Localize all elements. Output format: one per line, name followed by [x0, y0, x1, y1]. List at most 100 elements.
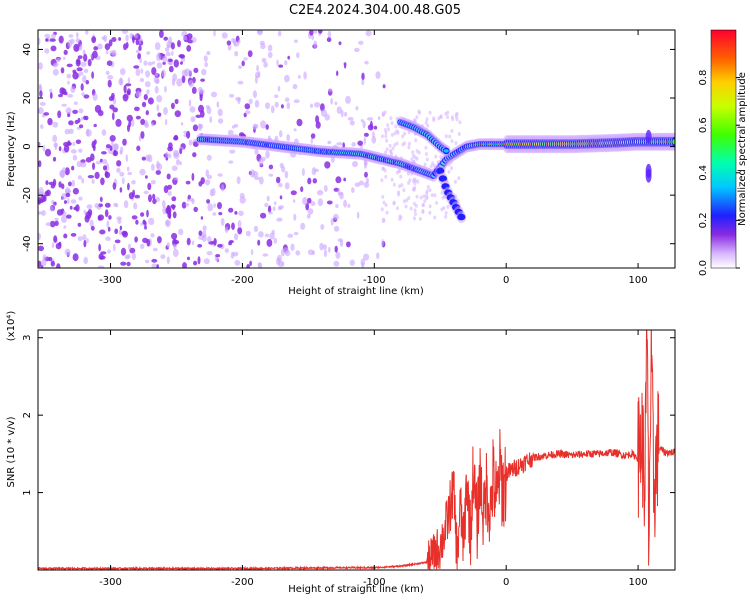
noise-speck [38, 107, 44, 115]
noise-speck [65, 192, 71, 198]
noise-speck [109, 50, 116, 56]
noise-speck [178, 228, 184, 236]
noise-speck [250, 248, 254, 256]
noise-speck [140, 131, 145, 139]
noise-speck [188, 79, 194, 88]
noise-speck [63, 144, 70, 153]
noise-speck [294, 39, 298, 43]
noise-speck [284, 97, 290, 102]
noise-speck [87, 175, 95, 179]
noise-speck [451, 117, 455, 122]
noise-speck [53, 235, 58, 243]
noise-speck [326, 200, 333, 205]
noise-speck [56, 263, 61, 268]
noise-speck [293, 213, 297, 221]
noise-speck [49, 220, 56, 228]
noise-speck [209, 116, 213, 123]
noise-speck [358, 180, 364, 186]
noise-speck [181, 69, 188, 77]
noise-speck [118, 37, 122, 41]
noise-speck [424, 152, 428, 157]
y-tick-label: 3 [22, 335, 33, 341]
noise-speck [52, 134, 58, 143]
noise-speck [166, 242, 170, 248]
noise-speck [123, 43, 128, 51]
spectrogram-x-axis-label: Height of straight line (km) [288, 286, 424, 297]
noise-speck [361, 262, 365, 268]
figure-title: C2E4.2024.304.00.48.G05 [289, 3, 461, 18]
noise-speck [392, 200, 396, 205]
noise-speck [381, 238, 384, 247]
noise-speck [249, 260, 252, 266]
noise-speck [166, 173, 171, 180]
noise-speck [197, 256, 201, 265]
noise-speck [263, 61, 268, 68]
noise-speck [313, 40, 318, 49]
noise-speck [268, 173, 274, 177]
noise-speck [143, 190, 149, 195]
noise-speck [454, 141, 458, 146]
noise-speck [320, 224, 325, 230]
x-tick-label: -100 [363, 275, 386, 286]
noise-speck [343, 199, 348, 208]
noise-speck [203, 258, 210, 265]
noise-speck [138, 135, 142, 142]
noise-speck [112, 107, 118, 113]
noise-speck [228, 160, 234, 164]
noise-speck [75, 139, 82, 145]
noise-speck [322, 244, 327, 250]
noise-speck [361, 79, 365, 86]
noise-speck [139, 57, 142, 64]
noise-speck [392, 182, 396, 187]
noise-speck [330, 218, 334, 226]
noise-speck [75, 32, 79, 38]
noise-speck [146, 239, 151, 247]
noise-speck [133, 65, 140, 69]
noise-speck [106, 60, 113, 66]
noise-speck [164, 118, 168, 126]
noise-speck [210, 91, 218, 98]
noise-speck [363, 253, 370, 261]
noise-speck [114, 228, 119, 235]
noise-speck [209, 189, 214, 197]
y-tick-label: 20 [22, 92, 33, 105]
noise-speck [173, 152, 180, 159]
noise-speck [309, 30, 314, 36]
noise-speck [132, 35, 135, 44]
noise-speck [127, 124, 130, 132]
noise-speck [300, 222, 306, 230]
noise-speck [335, 176, 342, 184]
noise-speck [390, 177, 394, 182]
noise-speck [155, 170, 161, 175]
noise-speck [207, 236, 212, 243]
noise-speck [218, 212, 223, 216]
noise-speck [154, 72, 159, 77]
noise-speck [131, 215, 138, 220]
noise-speck [172, 204, 175, 211]
noise-speck [167, 58, 173, 63]
noise-speck [81, 92, 85, 96]
noise-speck [127, 171, 132, 176]
noise-speck [105, 144, 111, 149]
noise-speck [430, 193, 434, 198]
noise-speck [119, 171, 125, 177]
noise-speck [139, 168, 146, 176]
noise-speck [238, 210, 244, 216]
noise-speck [113, 202, 118, 207]
noise-speck [243, 57, 248, 61]
noise-speck [102, 165, 108, 171]
noise-speck [290, 243, 295, 251]
noise-speck [189, 106, 196, 113]
noise-speck [245, 230, 251, 237]
noise-speck [91, 36, 97, 44]
noise-speck [134, 194, 140, 199]
noise-speck [81, 177, 85, 184]
noise-speck [201, 234, 207, 242]
noise-speck [105, 70, 110, 76]
noise-speck [333, 225, 340, 232]
noise-speck [147, 182, 152, 191]
noise-speck [145, 175, 148, 179]
noise-speck [108, 215, 112, 220]
noise-speck [55, 58, 61, 63]
noise-speck [78, 148, 83, 153]
